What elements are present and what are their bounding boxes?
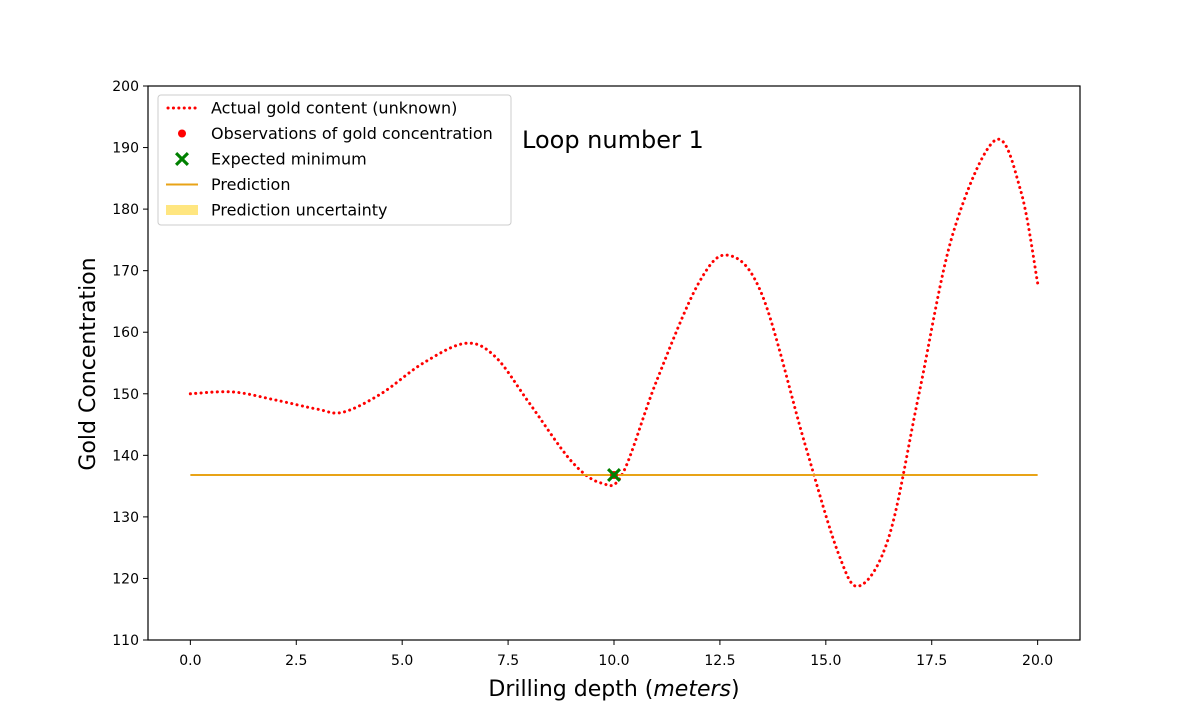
x-tick-label: 10.0 bbox=[598, 653, 629, 669]
series-line-actual-gold-content bbox=[188, 137, 1040, 588]
legend-handle-observations bbox=[178, 129, 186, 138]
y-tick-label: 130 bbox=[112, 510, 139, 526]
y-tick-label: 200 bbox=[112, 79, 139, 95]
y-tick-label: 160 bbox=[112, 325, 139, 341]
legend-label: Actual gold content (unknown) bbox=[211, 99, 457, 118]
legend-label: Prediction bbox=[211, 175, 290, 194]
x-tick-label: 12.5 bbox=[704, 653, 735, 669]
x-tick-label: 0.0 bbox=[179, 653, 201, 669]
annotation: Loop number 1 bbox=[522, 126, 704, 154]
legend-handle-expected-minimum bbox=[175, 152, 189, 166]
x-tick-label: 20.0 bbox=[1022, 653, 1053, 669]
y-tick-label: 120 bbox=[112, 571, 139, 587]
y-tick-label: 180 bbox=[112, 202, 139, 218]
x-tick-label: 7.5 bbox=[497, 653, 519, 669]
legend-handle-uncertainty bbox=[166, 205, 198, 215]
expected-minimum-marker bbox=[607, 468, 621, 483]
y-tick-label: 150 bbox=[112, 387, 139, 403]
x-tick-label: 5.0 bbox=[391, 653, 413, 669]
y-tick-label: 170 bbox=[112, 264, 139, 280]
x-tick-label: 2.5 bbox=[285, 653, 307, 669]
legend-label: Expected minimum bbox=[211, 150, 367, 169]
legend-label: Observations of gold concentration bbox=[211, 124, 493, 143]
legend-box bbox=[157, 94, 512, 226]
y-tick-label: 140 bbox=[112, 448, 139, 464]
legend: Actual gold content (unknown) Observation… bbox=[157, 94, 512, 226]
y-tick-label: 110 bbox=[112, 633, 139, 649]
x-axis-title: Drilling depth (meters) bbox=[488, 677, 739, 702]
x-tick-label: 15.0 bbox=[810, 653, 841, 669]
y-tick-label: 190 bbox=[112, 141, 139, 157]
x-tick-label: 17.5 bbox=[916, 653, 947, 669]
legend-label: Prediction uncertainty bbox=[211, 201, 387, 220]
y-axis-title: Gold Concentration bbox=[76, 257, 101, 470]
